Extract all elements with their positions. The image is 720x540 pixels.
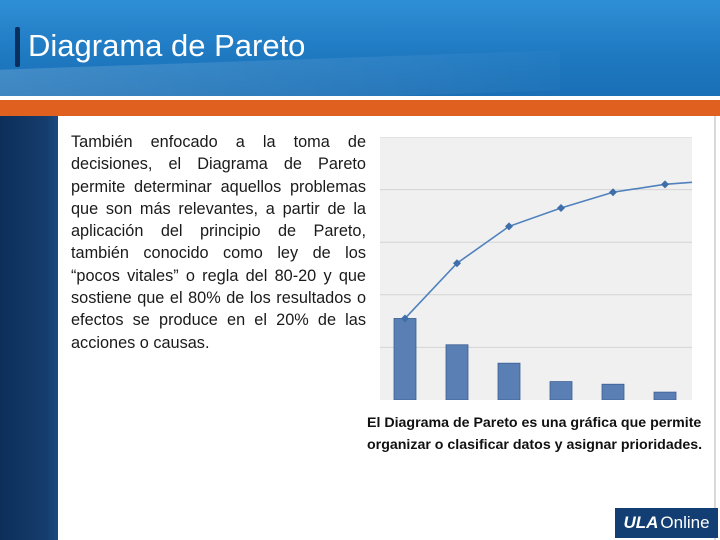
line-point-3 (557, 204, 565, 213)
right-divider (714, 116, 716, 540)
ula-online-logo: ULA Online (615, 508, 718, 538)
cumulative-line (404, 181, 692, 320)
line-point-1 (453, 259, 461, 268)
title-accent-bar (15, 27, 20, 67)
bar-4 (601, 383, 625, 400)
bar-2 (497, 362, 521, 400)
line-point-0 (401, 314, 409, 323)
left-navy-panel (0, 116, 58, 540)
orange-accent-bar (0, 100, 720, 116)
logo-product: Online (660, 513, 710, 532)
body-text: También enfocado a la toma de decisiones… (71, 133, 366, 352)
bar-1 (445, 344, 469, 400)
chart-caption: El Diagrama de Pareto es una gráfica que… (367, 415, 703, 453)
line-point-4 (609, 188, 617, 197)
pareto-chart (380, 137, 692, 400)
logo-brand: ULA (623, 513, 659, 532)
bar-0 (393, 318, 417, 400)
bar-3 (549, 381, 573, 400)
slide-title: Diagrama de Pareto (28, 28, 306, 63)
header: Diagrama de Pareto (0, 0, 720, 96)
line-point-5 (661, 180, 669, 189)
pareto-chart-svg (380, 137, 692, 400)
bar-5 (653, 391, 677, 400)
line-point-2 (505, 222, 513, 231)
